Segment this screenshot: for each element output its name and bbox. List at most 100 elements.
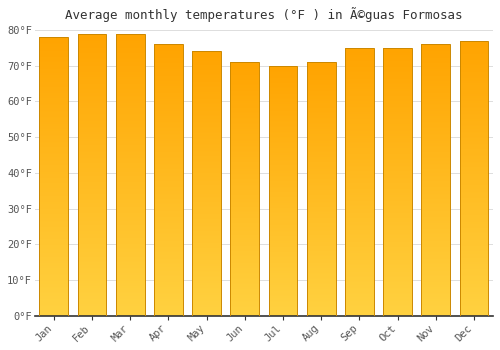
Bar	[268, 204, 298, 206]
Bar	[307, 146, 336, 147]
Bar	[422, 52, 450, 54]
Bar	[268, 92, 298, 93]
Bar	[116, 82, 144, 83]
Bar	[192, 309, 221, 310]
Bar	[460, 115, 488, 117]
Bar	[116, 286, 144, 288]
Bar	[383, 249, 412, 250]
Bar	[307, 260, 336, 261]
Bar	[460, 110, 488, 111]
Bar	[422, 107, 450, 108]
Bar	[192, 278, 221, 279]
Bar	[268, 114, 298, 116]
Bar	[78, 231, 106, 232]
Bar	[422, 70, 450, 71]
Bar	[307, 281, 336, 283]
Bar	[268, 149, 298, 151]
Bar	[422, 234, 450, 236]
Bar	[40, 158, 68, 160]
Bar	[116, 90, 144, 91]
Bar	[383, 121, 412, 123]
Bar	[116, 250, 144, 251]
Bar	[154, 71, 182, 73]
Bar	[383, 159, 412, 160]
Bar	[78, 68, 106, 69]
Bar	[345, 148, 374, 150]
Bar	[383, 96, 412, 97]
Bar	[116, 289, 144, 290]
Bar	[40, 93, 68, 94]
Bar	[192, 182, 221, 184]
Bar	[422, 207, 450, 209]
Bar	[422, 63, 450, 65]
Bar	[345, 154, 374, 155]
Bar	[268, 263, 298, 265]
Bar	[116, 69, 144, 70]
Bar	[154, 77, 182, 78]
Bar	[116, 206, 144, 207]
Bar	[230, 216, 259, 217]
Bar	[78, 238, 106, 240]
Bar	[345, 74, 374, 75]
Bar	[192, 255, 221, 256]
Bar	[460, 142, 488, 144]
Bar	[192, 194, 221, 196]
Bar	[116, 161, 144, 162]
Bar	[192, 281, 221, 283]
Bar	[307, 302, 336, 303]
Bar	[345, 182, 374, 183]
Bar	[345, 206, 374, 207]
Bar	[40, 90, 68, 91]
Bar	[116, 252, 144, 254]
Bar	[78, 135, 106, 136]
Bar	[78, 156, 106, 158]
Bar	[116, 138, 144, 139]
Bar	[345, 128, 374, 130]
Bar	[192, 149, 221, 150]
Bar	[345, 124, 374, 126]
Bar	[78, 221, 106, 223]
Bar	[116, 307, 144, 309]
Bar	[116, 145, 144, 146]
Bar	[345, 249, 374, 250]
Bar	[422, 183, 450, 184]
Bar	[460, 262, 488, 264]
Bar	[268, 98, 298, 99]
Bar	[383, 105, 412, 107]
Bar	[116, 53, 144, 55]
Bar	[154, 207, 182, 209]
Bar	[460, 188, 488, 189]
Bar	[40, 307, 68, 309]
Bar	[116, 139, 144, 141]
Bar	[268, 238, 298, 239]
Bar	[268, 251, 298, 252]
Bar	[116, 225, 144, 227]
Bar	[460, 309, 488, 310]
Bar	[383, 126, 412, 127]
Bar	[307, 77, 336, 79]
Bar	[422, 283, 450, 285]
Bar	[154, 52, 182, 54]
Bar	[154, 157, 182, 158]
Bar	[422, 48, 450, 50]
Bar	[422, 158, 450, 160]
Bar	[460, 158, 488, 159]
Bar	[422, 229, 450, 230]
Bar	[78, 104, 106, 106]
Bar	[230, 183, 259, 184]
Bar	[268, 206, 298, 207]
Bar	[40, 183, 68, 185]
Bar	[460, 169, 488, 170]
Bar	[116, 130, 144, 131]
Bar	[307, 99, 336, 100]
Bar	[40, 44, 68, 46]
Bar	[154, 81, 182, 82]
Bar	[345, 162, 374, 163]
Bar	[230, 285, 259, 287]
Bar	[383, 297, 412, 298]
Bar	[460, 302, 488, 303]
Bar	[307, 293, 336, 294]
Bar	[460, 203, 488, 204]
Bar	[422, 298, 450, 300]
Bar	[192, 170, 221, 172]
